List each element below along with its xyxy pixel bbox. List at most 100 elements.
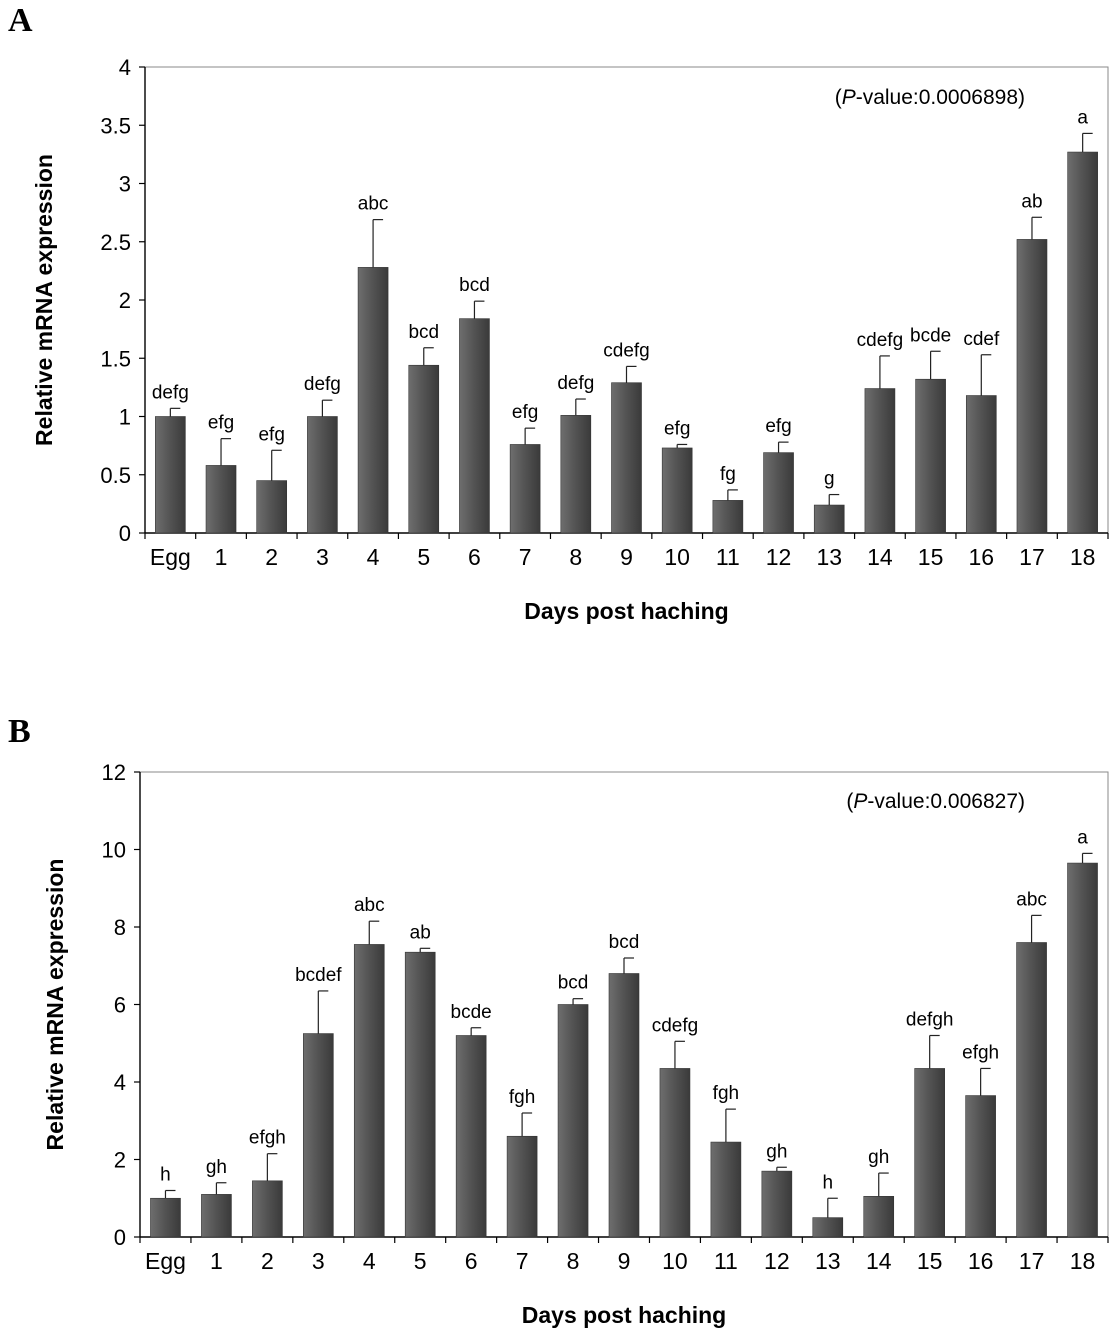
significance-letter: cdefg [603,340,649,361]
significance-letter: efg [258,424,284,445]
bar [915,378,946,534]
significance-letter: defgh [906,1010,954,1031]
x-tick-label: 12 [766,544,792,570]
x-tick-label: 16 [968,1248,994,1274]
bar-chart-a: 00.511.522.533.54defgEggefg1efg2defg3abc… [31,55,1109,624]
significance-letter: efg [208,413,234,434]
x-tick-label: 14 [867,544,893,570]
x-tick-label: 5 [414,1248,427,1274]
significance-letter: gh [206,1157,227,1178]
y-tick-label: 2.5 [100,230,131,255]
y-tick-label: 6 [114,993,126,1018]
x-tick-label: 13 [815,1248,841,1274]
x-tick-label: 7 [519,544,532,570]
y-tick-label: 4 [119,55,131,80]
x-tick-label: 18 [1070,544,1096,570]
y-tick-label: 0 [119,521,131,546]
significance-letter: bcd [459,275,490,296]
significance-letter: a [1077,827,1088,848]
x-tick-label: 15 [918,544,944,570]
significance-letter: bcd [408,322,439,343]
bar [256,480,288,534]
y-tick-label: 3.5 [100,113,131,138]
y-tick-label: 10 [102,838,126,863]
bar [914,1068,945,1238]
bar [863,1196,895,1238]
y-tick-label: 12 [102,760,126,785]
bar [761,1170,793,1238]
significance-letter: efgh [962,1042,999,1063]
bar [965,1095,996,1238]
x-tick-label: 6 [468,544,481,570]
y-axis-title: Relative mRNA expression [31,154,57,446]
bar [155,416,186,534]
x-tick-label: Egg [145,1248,186,1274]
x-tick-label: Egg [150,544,191,570]
x-tick-label: 17 [1019,544,1045,570]
x-tick-label: 15 [917,1248,943,1274]
x-tick-label: 3 [316,544,329,570]
y-tick-label: 3 [119,172,131,197]
significance-letter: efg [765,416,791,437]
bar [864,388,896,534]
significance-letter: h [823,1172,834,1193]
x-tick-label: 8 [569,544,582,570]
bar [1016,239,1048,534]
y-tick-label: 1 [119,405,131,430]
significance-letter: efg [664,418,690,439]
bar [611,382,642,534]
bar [150,1197,181,1238]
x-tick-label: 9 [618,1248,631,1274]
y-tick-label: 0.5 [100,463,131,488]
x-tick-label: 11 [716,544,740,570]
bar [661,447,693,534]
x-tick-label: 3 [312,1248,325,1274]
significance-letter: gh [868,1147,889,1168]
significance-letter: defg [152,382,189,403]
x-tick-label: 18 [1070,1248,1096,1274]
significance-letter: bcd [558,973,589,994]
x-tick-label: 13 [816,544,842,570]
bar [455,1035,487,1238]
y-tick-label: 8 [114,915,126,940]
bar [459,318,490,534]
bar [812,1217,844,1238]
bar [201,1194,232,1238]
significance-letter: fgh [713,1083,739,1104]
x-tick-label: 12 [764,1248,790,1274]
y-axis-title: Relative mRNA expression [42,859,68,1151]
bar [404,951,436,1238]
x-tick-label: 16 [968,544,994,570]
x-tick-label: 10 [664,544,690,570]
significance-letter: defg [304,374,341,395]
significance-letter: abc [358,194,389,215]
x-tick-label: 8 [567,1248,580,1274]
bar-chart-b: 0 2 4 6 8 10 12 h Egg gh 1 efgh 2 bcdef 3 abc 4 ab 5 bcde 6 f… [42,760,1109,1328]
bar [303,1033,334,1238]
bar [509,444,541,534]
significance-letter: ab [410,922,431,943]
bar [1067,862,1098,1238]
significance-letter: cdefg [652,1015,698,1036]
significance-letter: fgh [509,1087,535,1108]
chart-panel-a: A 0 0.5 1 1.5 2 2.5 3 3.5 4 defg Egg efg 1 efg 2 defg 3 a… [0,0,1110,660]
significance-letter: a [1077,107,1088,128]
y-tick-label: 4 [114,1070,126,1095]
y-tick-label: 0 [114,1225,126,1250]
bar [608,973,640,1238]
bar [659,1068,691,1238]
bar [710,1141,742,1238]
significance-letter: abc [354,895,385,916]
x-tick-label: 4 [367,544,380,570]
significance-letter: defg [557,373,594,394]
x-tick-label: 10 [662,1248,688,1274]
y-tick-label: 2 [114,1148,126,1173]
x-tick-label: 4 [363,1248,376,1274]
significance-letter: h [160,1165,171,1186]
x-tick-label: 1 [210,1248,223,1274]
significance-letter: gh [766,1141,787,1162]
bar [813,504,845,534]
x-axis-title: Days post haching [524,598,728,624]
y-tick-label: 1.5 [100,346,131,371]
significance-letter: bcde [910,325,951,346]
